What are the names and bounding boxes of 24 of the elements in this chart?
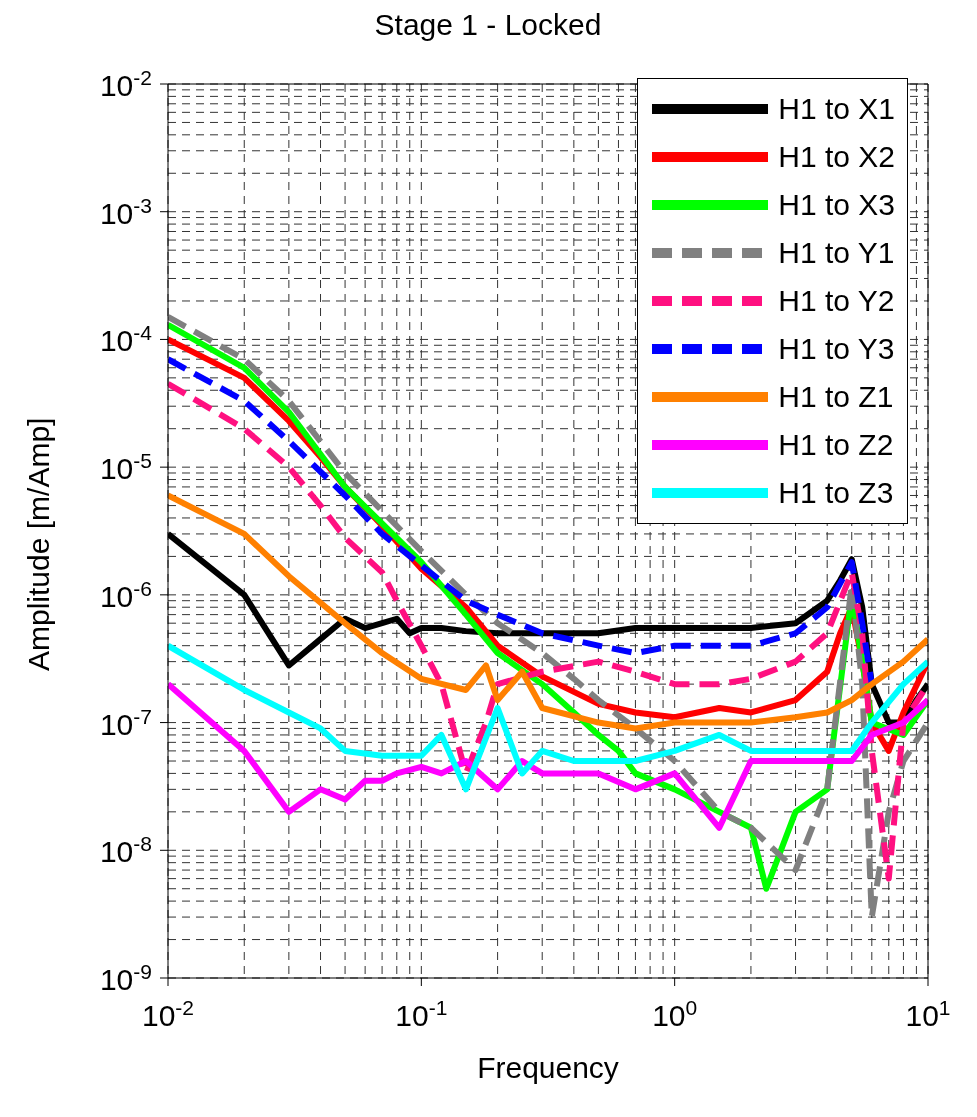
y-axis-title: Amplitude [m/Amp] — [21, 417, 55, 671]
y-tick-label: 10$^{-7}$ — [99, 704, 152, 741]
y-tick-label: 10$^{-2}$ — [99, 65, 152, 102]
legend-label: H1 to Z1 — [778, 380, 894, 414]
legend-label: H1 to X3 — [778, 188, 895, 222]
y-tick-label: 10$^{-5}$ — [99, 448, 152, 486]
x-axis-title: Frequency — [477, 1051, 619, 1084]
legend-label: H1 to Y2 — [778, 284, 895, 318]
y-tick-label: 10$^{-4}$ — [99, 320, 153, 358]
legend-label: H1 to Z3 — [778, 476, 894, 510]
chart-title: Stage 1 - Locked — [373, 8, 603, 43]
x-tick-label: 10$^{1}$ — [905, 995, 951, 1032]
y-tick-label: 10$^{-6}$ — [99, 576, 152, 613]
x-tick-label: 10$^{-2}$ — [141, 995, 195, 1032]
legend-label: H1 to Y3 — [778, 332, 895, 366]
x-tick-label: 10$^{-1}$ — [395, 995, 448, 1032]
x-tick-label: 10$^{0}$ — [652, 995, 698, 1032]
legend-label: H1 to X2 — [778, 140, 895, 174]
y-tick-label: 10$^{-8}$ — [99, 831, 152, 869]
y-tick-label: 10$^{-9}$ — [99, 959, 152, 996]
legend-label: H1 to Y1 — [778, 236, 895, 270]
y-tick-label: 10$^{-3}$ — [99, 193, 152, 230]
legend-label: H1 to Z2 — [778, 428, 894, 462]
legend-label: H1 to X1 — [778, 92, 895, 126]
